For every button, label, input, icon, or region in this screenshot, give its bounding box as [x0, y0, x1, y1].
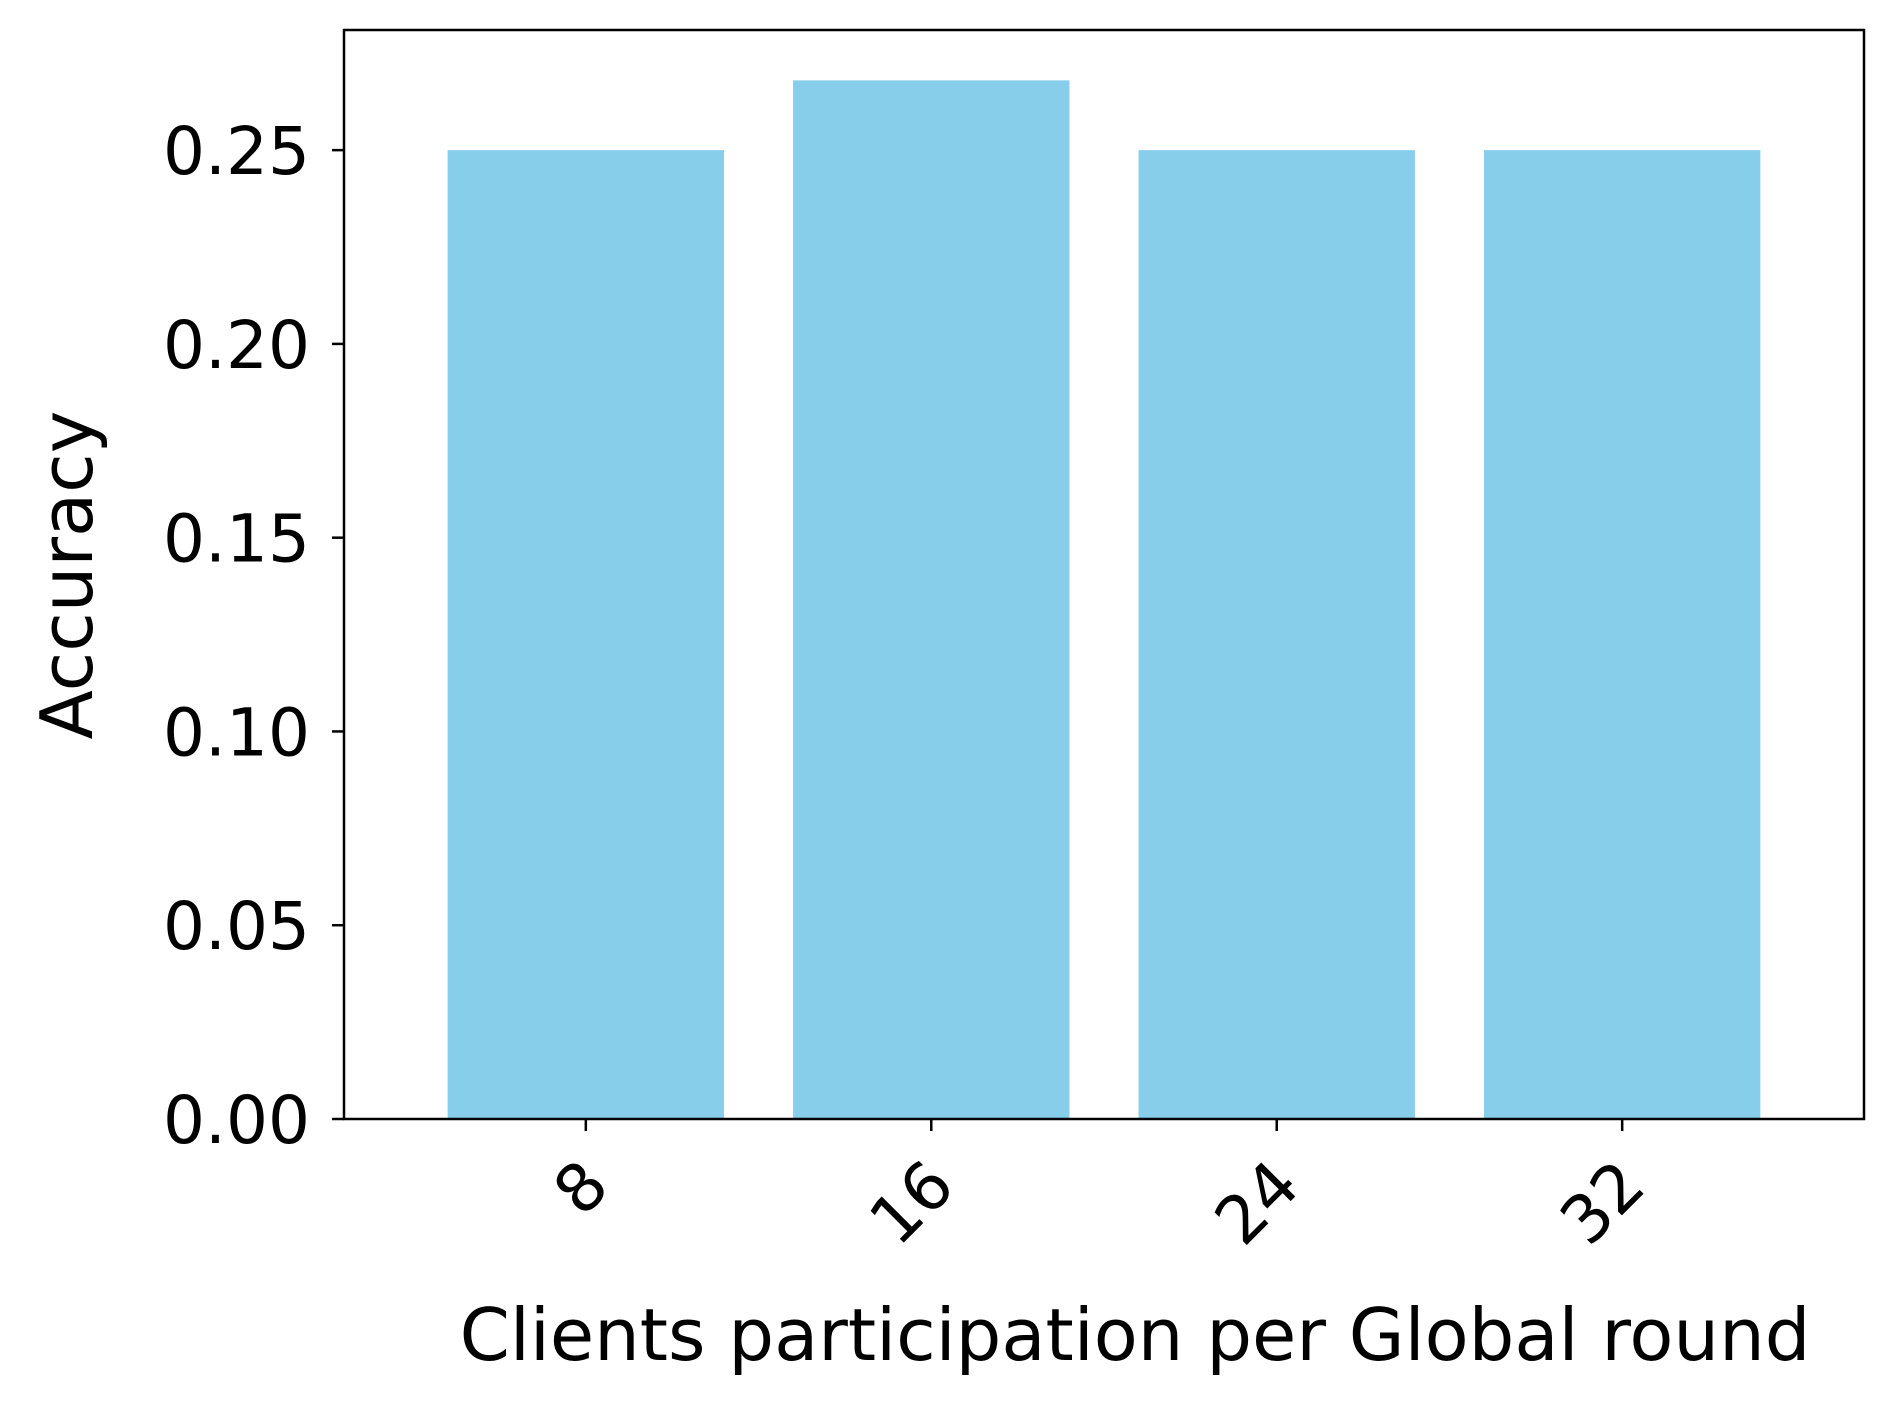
plot-frame [342, 28, 1866, 1121]
y-tick-label: 0.15 [163, 501, 310, 578]
y-tick-label: 0.20 [163, 307, 310, 384]
y-axis: 0.00 0.05 0.10 0.15 0.20 0.25 [163, 113, 344, 1159]
x-tick-label: 8 [539, 1146, 623, 1230]
bar-24 [1138, 150, 1415, 1119]
y-axis-label: Accuracy [25, 411, 109, 740]
bar-32 [1484, 150, 1761, 1119]
y-tick-label: 0.25 [163, 113, 310, 190]
x-tick-label: 24 [1200, 1146, 1314, 1260]
x-axis: 8 16 24 32 [539, 1119, 1660, 1260]
x-tick-label: 32 [1546, 1146, 1660, 1260]
y-tick-label: 0.00 [163, 1082, 310, 1159]
bars-group [447, 80, 1761, 1120]
y-tick-label: 0.10 [163, 694, 310, 771]
x-tick-label: 16 [855, 1146, 969, 1260]
bar-16 [793, 80, 1070, 1120]
bar-8 [447, 150, 724, 1119]
y-tick-label: 0.05 [163, 888, 310, 965]
x-axis-label: Clients participation per Global round [460, 1293, 1811, 1377]
